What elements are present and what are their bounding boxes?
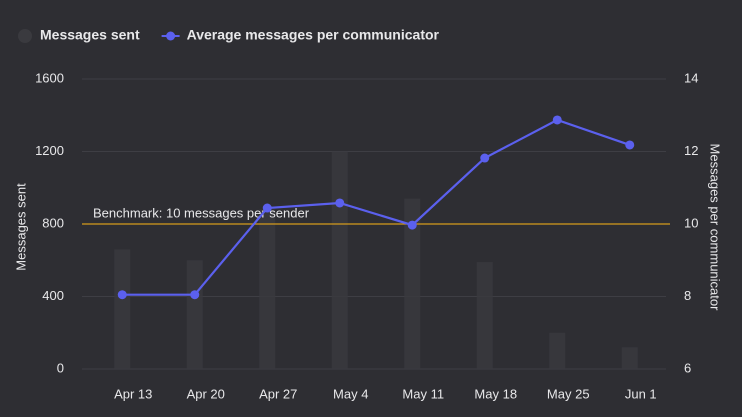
bar (114, 249, 131, 369)
y2-tick-label: 6 (684, 360, 691, 375)
y2-tick-label: 8 (684, 288, 691, 303)
legend-label: Average messages per communicator (187, 27, 440, 43)
legend-marker (18, 29, 32, 43)
x-tick-label: Apr 20 (187, 386, 225, 401)
y-tick-label: 1200 (35, 143, 64, 158)
x-tick-label: May 4 (333, 386, 368, 401)
y-tick-label: 400 (42, 288, 64, 303)
line-point (335, 198, 345, 208)
x-tick-label: Jun 1 (625, 386, 657, 401)
y2-tick-label: 14 (684, 70, 698, 85)
line-point (407, 220, 417, 230)
y2-axis-title: Messages per communicator (708, 144, 723, 312)
bar (331, 151, 348, 369)
line-point (552, 115, 562, 125)
bar (186, 260, 203, 369)
bar (476, 262, 493, 369)
bar (621, 347, 638, 369)
y-axis-title: Messages sent (13, 183, 28, 271)
line-point (262, 203, 272, 213)
bar (404, 198, 421, 369)
x-tick-label: May 25 (547, 386, 590, 401)
y-tick-label: 800 (42, 215, 64, 230)
x-tick-label: Apr 27 (259, 386, 297, 401)
benchmark-label: Benchmark: 10 messages per sender (93, 205, 310, 220)
y2-tick-label: 10 (684, 215, 698, 230)
x-tick-label: Apr 13 (114, 386, 152, 401)
legend-label: Messages sent (40, 27, 140, 43)
x-tick-label: May 11 (402, 386, 444, 401)
x-tick-label: May 18 (474, 386, 517, 401)
line-point (190, 290, 200, 300)
line-point (117, 290, 127, 300)
bar (259, 209, 276, 369)
line-point (480, 153, 490, 163)
line (122, 118, 631, 296)
y-tick-label: 0 (57, 360, 64, 375)
bar (549, 332, 566, 369)
y-tick-label: 1600 (35, 70, 64, 85)
line-point (625, 140, 635, 150)
legend-marker (166, 31, 176, 41)
y2-tick-label: 12 (684, 143, 698, 158)
